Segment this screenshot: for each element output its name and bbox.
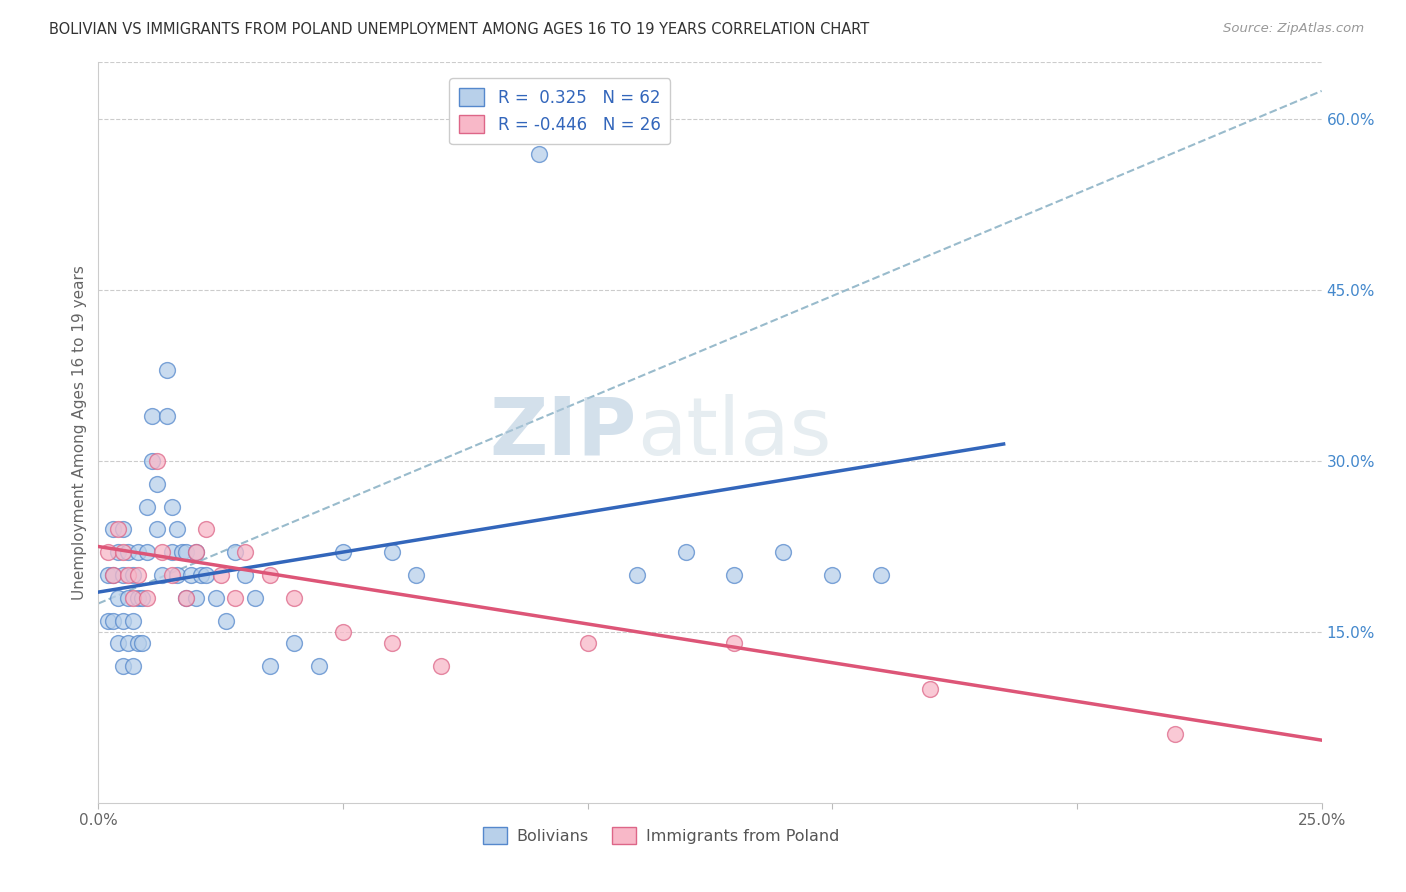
Text: ZIP: ZIP (489, 393, 637, 472)
Point (283, 636, 305, 650)
Point (97, 545, 120, 559)
Point (131, 636, 153, 650)
Point (224, 591, 246, 605)
Point (233, 545, 256, 559)
Legend: Bolivians, Immigrants from Poland: Bolivians, Immigrants from Poland (477, 821, 846, 850)
Point (160, 545, 183, 559)
Point (195, 568, 218, 582)
Point (97, 568, 120, 582)
Point (150, 568, 173, 582)
Point (127, 591, 149, 605)
Point (308, 659, 330, 673)
Point (150, 545, 173, 559)
Point (723, 568, 745, 582)
Point (166, 568, 188, 582)
Point (170, 545, 193, 559)
Point (136, 591, 159, 605)
Point (101, 568, 124, 582)
Point (176, 545, 198, 559)
Point (97, 614, 120, 628)
Point (332, 624, 354, 639)
Point (381, 636, 404, 650)
Point (176, 591, 198, 605)
Point (527, 146, 550, 161)
Point (101, 523, 124, 537)
Point (243, 591, 266, 605)
Point (111, 568, 134, 582)
Point (141, 409, 163, 423)
Point (156, 363, 179, 377)
Point (209, 568, 232, 582)
Point (111, 523, 134, 537)
Point (870, 568, 893, 582)
Point (121, 591, 143, 605)
Point (166, 523, 188, 537)
Point (146, 523, 169, 537)
Point (186, 591, 208, 605)
Point (107, 591, 129, 605)
Text: atlas: atlas (637, 393, 831, 472)
Point (111, 545, 134, 559)
Point (626, 568, 648, 582)
Point (180, 568, 202, 582)
Point (107, 636, 129, 650)
Point (186, 545, 208, 559)
Point (283, 591, 305, 605)
Point (723, 636, 745, 650)
Point (224, 545, 246, 559)
Point (186, 545, 208, 559)
Point (430, 659, 453, 673)
Point (195, 523, 218, 537)
Point (176, 591, 198, 605)
Text: Source: ZipAtlas.com: Source: ZipAtlas.com (1223, 22, 1364, 36)
Point (214, 614, 236, 628)
Point (131, 591, 153, 605)
Point (117, 636, 139, 650)
Point (160, 500, 183, 514)
Point (190, 568, 212, 582)
Point (146, 454, 169, 468)
Point (127, 568, 149, 582)
Point (332, 545, 354, 559)
Point (1164, 727, 1187, 741)
Point (117, 591, 139, 605)
Point (136, 545, 159, 559)
Point (121, 614, 143, 628)
Point (160, 568, 183, 582)
Point (405, 568, 427, 582)
Point (259, 568, 281, 582)
Point (117, 545, 139, 559)
Point (121, 659, 143, 673)
Point (156, 409, 179, 423)
Point (381, 545, 404, 559)
Point (111, 659, 134, 673)
Point (111, 614, 134, 628)
Point (920, 681, 942, 696)
Point (675, 545, 697, 559)
Text: BOLIVIAN VS IMMIGRANTS FROM POLAND UNEMPLOYMENT AMONG AGES 16 TO 19 YEARS CORREL: BOLIVIAN VS IMMIGRANTS FROM POLAND UNEMP… (49, 22, 869, 37)
Point (107, 545, 129, 559)
Point (772, 545, 794, 559)
Point (127, 636, 149, 650)
Point (107, 523, 129, 537)
Point (136, 500, 159, 514)
Point (259, 659, 281, 673)
Point (117, 568, 139, 582)
Point (101, 614, 124, 628)
Y-axis label: Unemployment Among Ages 16 to 19 years: Unemployment Among Ages 16 to 19 years (72, 265, 87, 600)
Point (101, 568, 124, 582)
Point (121, 568, 143, 582)
Point (233, 568, 256, 582)
Point (205, 591, 228, 605)
Point (821, 568, 844, 582)
Point (141, 454, 163, 468)
Point (127, 545, 149, 559)
Point (146, 476, 169, 491)
Point (576, 636, 599, 650)
